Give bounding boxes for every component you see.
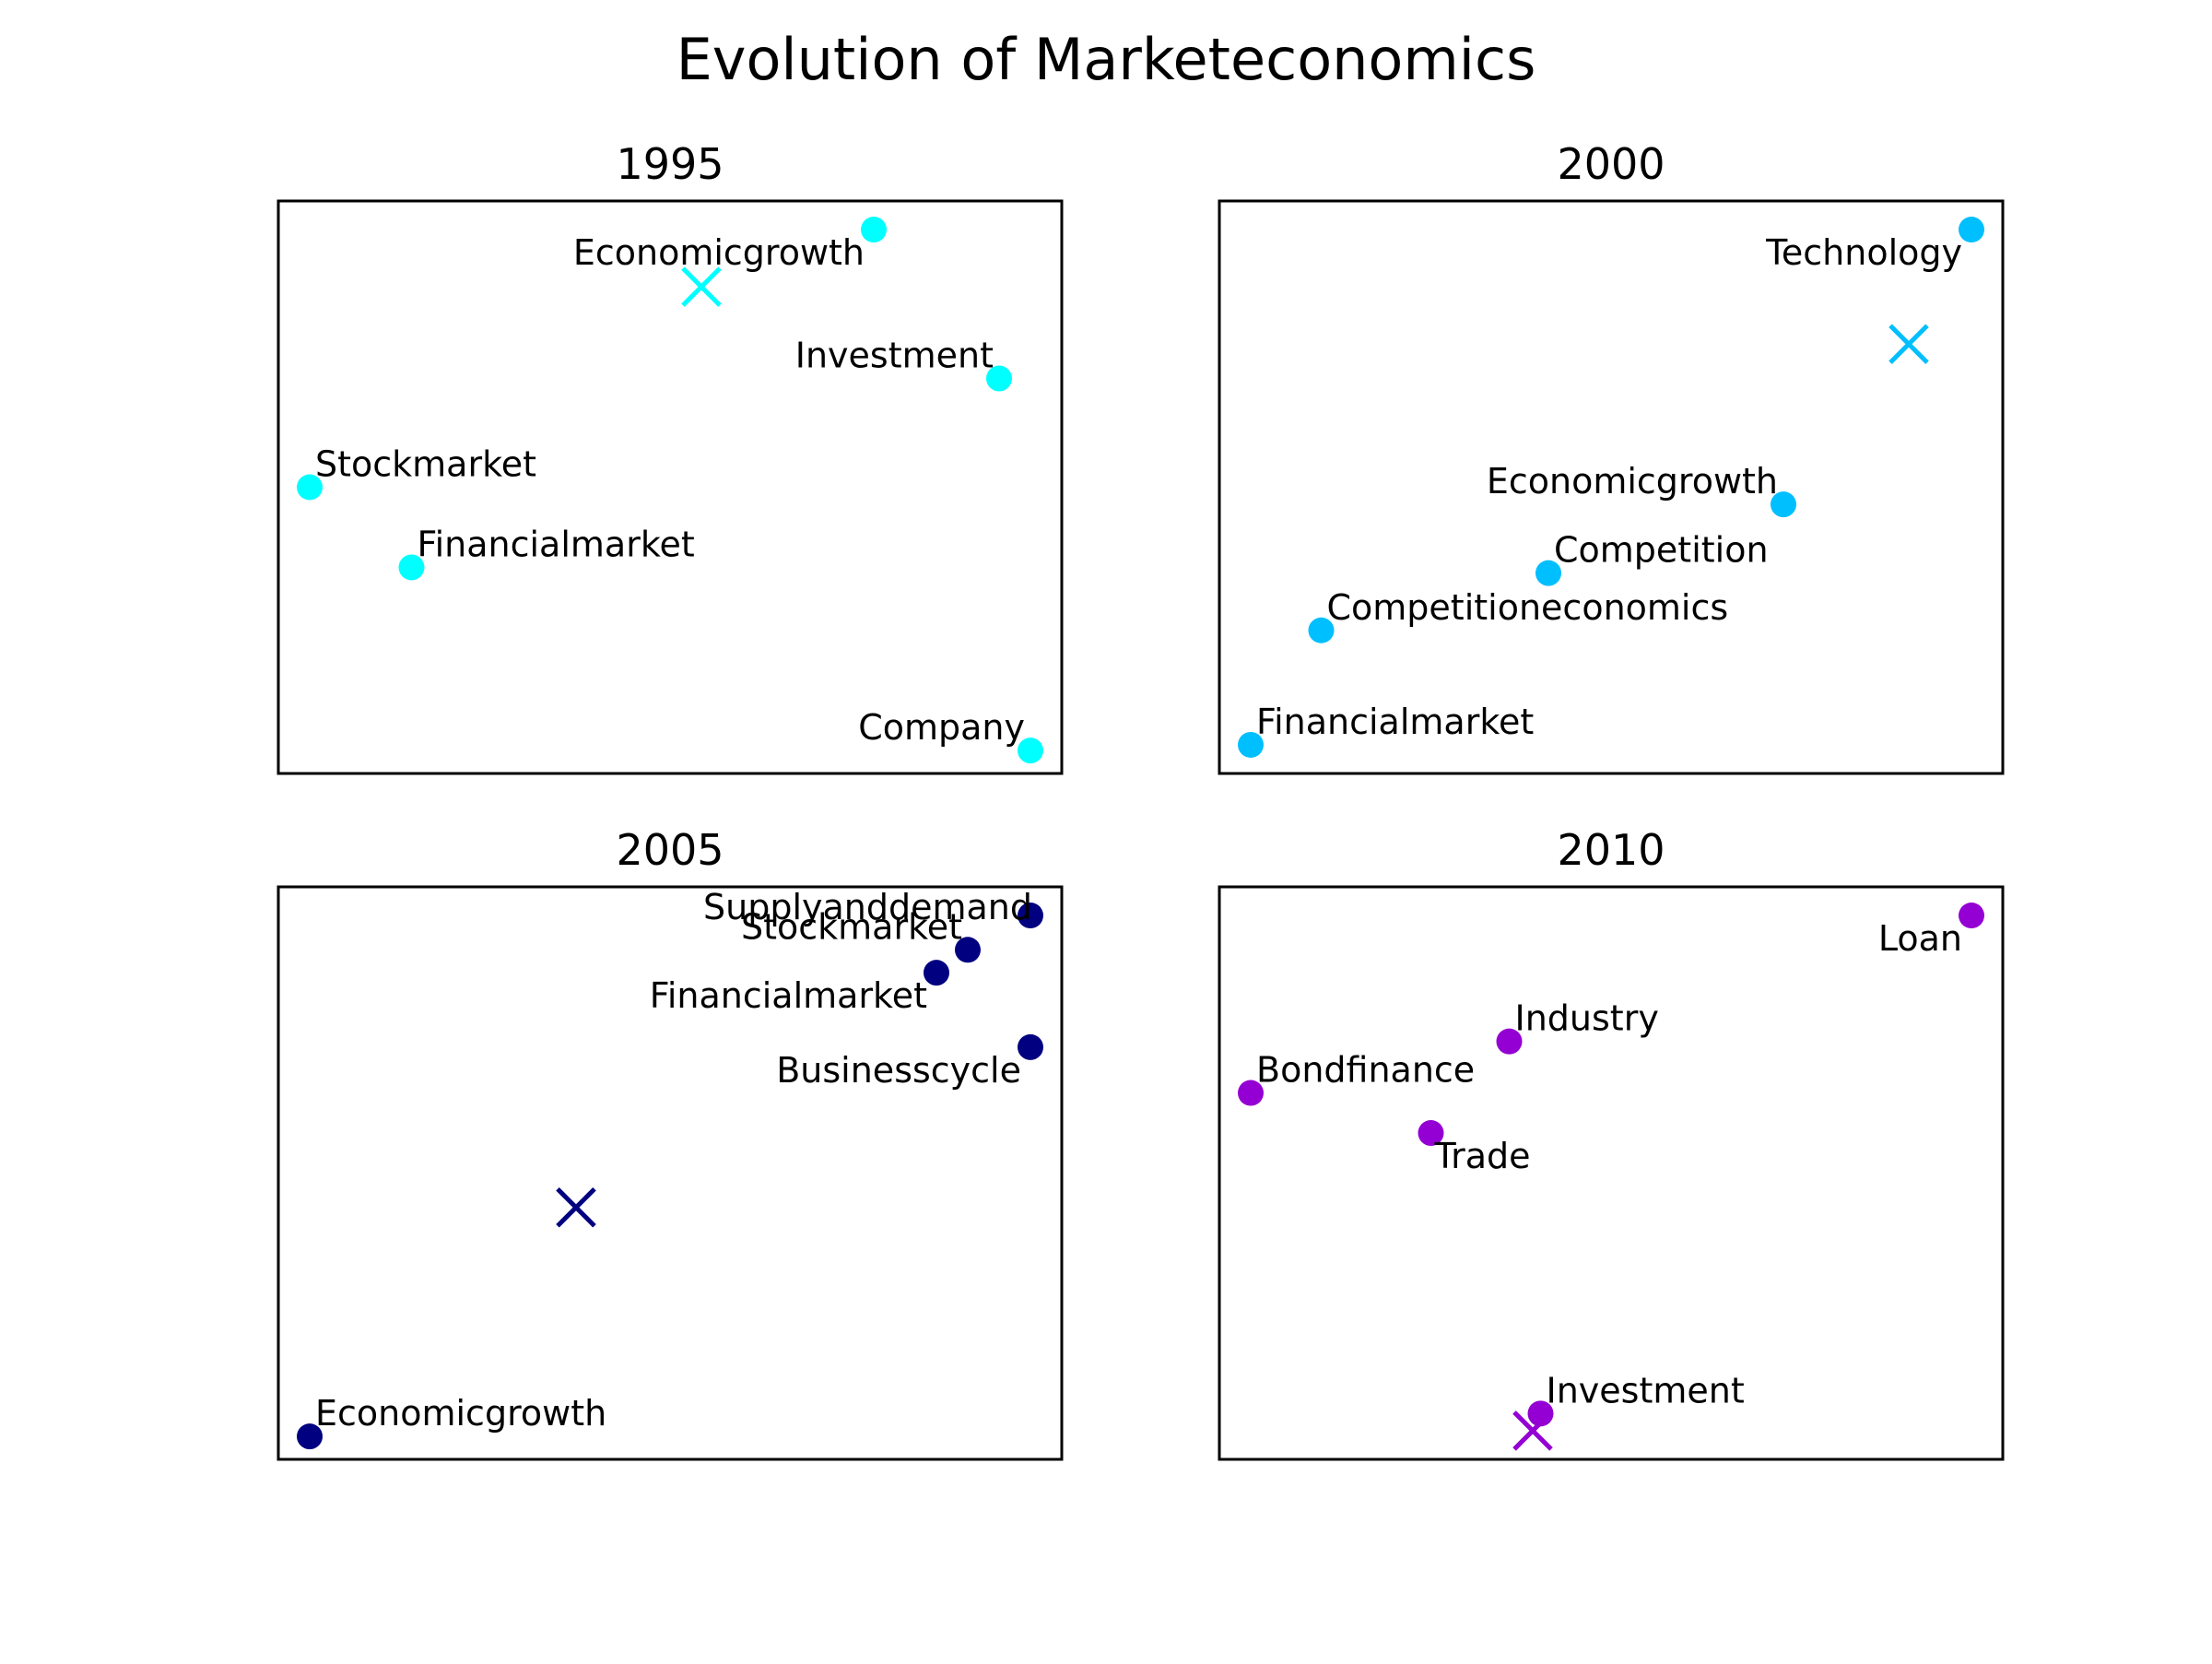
data-point — [297, 474, 323, 501]
subplot-title: 1995 — [616, 139, 724, 189]
subplot-title: 2005 — [616, 825, 724, 875]
data-point — [1496, 1028, 1523, 1055]
centroid-marker — [1888, 324, 1929, 365]
data-point — [861, 217, 887, 243]
data-point — [297, 1423, 323, 1450]
data-point — [1771, 491, 1796, 518]
point-label: Financialmarket — [418, 524, 695, 564]
subplot-frame — [276, 885, 1064, 1461]
figure-title: Evolution of Marketeconomics — [677, 26, 1536, 93]
point-label: Businesscycle — [776, 1050, 1021, 1091]
data-point — [1018, 738, 1043, 764]
data-point — [955, 937, 981, 963]
data-point — [1238, 1080, 1264, 1106]
data-point — [1308, 617, 1335, 643]
centroid-marker — [556, 1186, 596, 1228]
point-label: Loan — [1878, 918, 1962, 959]
data-point — [1527, 1400, 1554, 1427]
point-label: Stockmarket — [315, 444, 536, 485]
data-point — [1959, 903, 1984, 929]
data-point — [1018, 903, 1043, 929]
subplot-2000: 2000 Technology Economicgrowth Competition C… — [1218, 139, 2005, 775]
data-point — [1535, 560, 1561, 586]
point-label: Technology — [1765, 232, 1962, 273]
subplot-frame — [1218, 199, 2005, 775]
data-point — [986, 365, 1012, 392]
subplot-2010: 2010 Loan Industry Bondfinance Trade Investme… — [1218, 825, 2005, 1461]
centroid-marker — [1512, 1410, 1553, 1451]
subplot-grid: 1995 Economicgrowth Investment Stockmarket F… — [276, 139, 2005, 1461]
point-label: Financialmarket — [650, 975, 927, 1016]
point-label: Financialmarket — [1256, 702, 1534, 742]
data-point — [1418, 1120, 1444, 1147]
data-point — [924, 960, 949, 986]
centroid-marker — [681, 266, 722, 307]
point-label: Economicgrowth — [1487, 461, 1778, 502]
point-label: Competitioneconomics — [1327, 587, 1729, 628]
data-point — [1959, 217, 1984, 243]
subplot-title: 2000 — [1557, 139, 1665, 189]
point-label: Industry — [1515, 998, 1659, 1039]
point-label: Supplyanddemand — [703, 887, 1032, 927]
point-label: Competition — [1554, 530, 1769, 571]
subplot-1995: 1995 Economicgrowth Investment Stockmarket F… — [276, 139, 1064, 775]
point-label: Company — [858, 707, 1025, 748]
point-label: Economicgrowth — [315, 1393, 606, 1434]
data-point — [1238, 731, 1264, 758]
point-label: Stockmarket — [741, 906, 962, 947]
subplot-frame — [1218, 885, 2005, 1461]
point-label: Trade — [1434, 1136, 1531, 1176]
point-label: Bondfinance — [1256, 1050, 1475, 1091]
point-label: Economicgrowth — [573, 232, 865, 273]
data-point — [1018, 1033, 1043, 1060]
subplot-frame — [276, 199, 1064, 775]
point-label: Investment — [795, 336, 994, 376]
point-label: Investment — [1547, 1370, 1745, 1410]
subplot-title: 2010 — [1557, 825, 1665, 875]
data-point — [398, 554, 425, 581]
